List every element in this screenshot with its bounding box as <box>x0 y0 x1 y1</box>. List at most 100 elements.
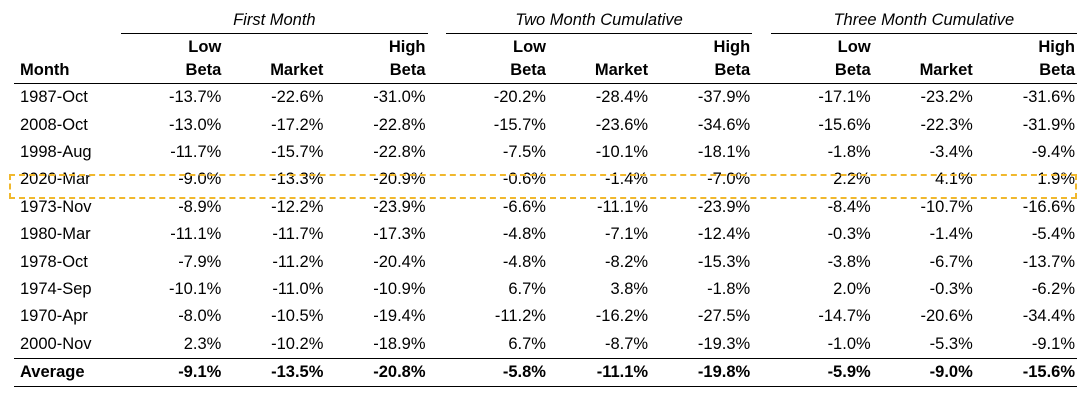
value-cell: -8.9% <box>178 197 222 216</box>
value-cell: -3.8% <box>827 252 871 271</box>
header-market: Market <box>547 57 651 84</box>
header-high-beta: Beta <box>650 57 753 84</box>
value-cell: -1.4% <box>604 170 649 189</box>
value-cell: -8.7% <box>604 334 649 353</box>
value-cell: -11.0% <box>272 279 324 298</box>
value-cell: -17.1% <box>818 88 871 107</box>
header-high-top: High <box>1038 38 1075 56</box>
value-cell: -23.6% <box>595 115 649 134</box>
value-cell: -7.9% <box>178 252 222 271</box>
value-cell: -15.7% <box>493 115 546 134</box>
value-cell: -23.9% <box>697 197 751 216</box>
value-cell: -1.8% <box>827 142 871 161</box>
value-cell: -8.2% <box>604 252 649 271</box>
value-cell: -1.0% <box>827 334 871 353</box>
month-cell: 2008-Oct <box>20 115 88 134</box>
header-market: Market <box>223 57 326 84</box>
header-low-top: Low <box>512 38 546 56</box>
value-cell: -11.1% <box>170 225 222 244</box>
value-cell: -13.0% <box>169 115 222 134</box>
value-cell: -4.8% <box>502 252 546 271</box>
value-cell: -34.6% <box>697 115 751 134</box>
value-cell: -15.7% <box>271 142 324 161</box>
value-cell: -0.3% <box>929 279 973 298</box>
value-cell: 3.8% <box>610 279 649 298</box>
table-row: 1970-Apr -8.0% -10.5% -19.4% -11.2% -16.2% -27… <box>14 303 1077 330</box>
value-cell: -31.0% <box>373 88 426 107</box>
value-cell: -13.7% <box>1022 252 1075 271</box>
group-three-month: Three Month Cumulative <box>770 8 1077 34</box>
value-cell: -8.0% <box>178 307 222 326</box>
table-row: 1973-Nov -8.9% -12.2% -23.9% -6.6% -11.1% -23.… <box>14 194 1077 221</box>
value-cell: -15.6% <box>974 357 1077 388</box>
value-cell: -18.1% <box>697 142 751 161</box>
header-low-top: Low <box>837 38 871 56</box>
table-row: 2000-Nov 2.3% -10.2% -18.9% 6.7% -8.7% -19.3% -… <box>14 331 1077 359</box>
header-low-beta: Beta <box>770 57 873 84</box>
value-cell: -10.2% <box>271 334 324 353</box>
group-two-month: Two Month Cumulative <box>445 8 753 34</box>
value-cell: -6.6% <box>502 197 546 216</box>
value-cell: -12.4% <box>697 225 751 244</box>
value-cell: -4.8% <box>502 225 546 244</box>
value-cell: 1.9% <box>1037 170 1075 189</box>
value-cell: -17.2% <box>271 115 324 134</box>
column-header-row-top: Low High Low High Low High <box>14 34 1077 58</box>
header-high-beta: Beta <box>325 57 428 84</box>
value-cell: -11.1% <box>547 357 651 388</box>
value-cell: -37.9% <box>697 88 751 107</box>
value-cell: -11.2% <box>272 252 324 271</box>
table-row: 1980-Mar -11.1% -11.7% -17.3% -4.8% -7.1% -12.… <box>14 221 1077 248</box>
value-cell: -11.1% <box>597 197 649 216</box>
returns-table: First Month Two Month Cumulative Three M… <box>14 8 1077 388</box>
value-cell: -20.8% <box>325 357 428 388</box>
table-row: 1974-Sep -10.1% -11.0% -10.9% 6.7% 3.8% -1.8% 2… <box>14 276 1077 303</box>
table-row: 1978-Oct -7.9% -11.2% -20.4% -4.8% -8.2% -15.3… <box>14 248 1077 275</box>
value-cell: -7.1% <box>604 225 649 244</box>
value-cell: -11.7% <box>272 225 324 244</box>
month-cell: 1998-Aug <box>20 142 92 161</box>
value-cell: -9.0% <box>872 357 975 388</box>
value-cell: 6.7% <box>508 334 546 353</box>
value-cell: -7.5% <box>502 142 546 161</box>
table-row: 2008-Oct -13.0% -17.2% -22.8% -15.7% -23.6% -3… <box>14 111 1077 138</box>
value-cell: 2.0% <box>833 279 871 298</box>
value-cell: -16.6% <box>1022 197 1075 216</box>
value-cell: -22.8% <box>373 115 426 134</box>
group-header-blank <box>14 8 121 34</box>
value-cell: -0.6% <box>502 170 546 189</box>
value-cell: -27.5% <box>697 307 751 326</box>
value-cell: -28.4% <box>595 88 649 107</box>
value-cell: -12.2% <box>271 197 324 216</box>
returns-table-container: First Month Two Month Cumulative Three M… <box>14 8 1077 388</box>
month-cell: Average <box>14 357 122 388</box>
header-low-top: Low <box>188 38 222 56</box>
value-cell: 2.2% <box>833 170 871 189</box>
value-cell: -6.2% <box>1031 279 1075 298</box>
value-cell: -10.9% <box>373 279 426 298</box>
month-cell: 2020-Mar <box>20 170 91 189</box>
value-cell: -9.0% <box>178 170 222 189</box>
header-month: Month <box>14 57 122 84</box>
value-cell: -1.8% <box>707 279 751 298</box>
month-cell: 1974-Sep <box>20 279 92 298</box>
column-header-row-bottom: Month Beta Market Beta Beta Market Beta … <box>14 57 1077 84</box>
value-cell: -3.4% <box>929 142 973 161</box>
month-cell: 2000-Nov <box>20 334 92 353</box>
value-cell: -22.6% <box>271 88 324 107</box>
value-cell: -15.3% <box>697 252 751 271</box>
table-row: 2020-Mar -9.0% -13.3% -20.9% -0.6% -1.4% -7.0%… <box>14 166 1077 193</box>
value-cell: -16.2% <box>595 307 649 326</box>
value-cell: -5.3% <box>929 334 973 353</box>
value-cell: -20.4% <box>373 252 426 271</box>
month-cell: 1970-Apr <box>20 307 88 326</box>
value-cell: -10.5% <box>271 307 324 326</box>
table-body: 1987-Oct -13.7% -22.6% -31.0% -20.2% -28.4% -3… <box>14 84 1077 388</box>
header-high-top: High <box>388 38 426 56</box>
value-cell: -10.1% <box>169 279 222 298</box>
value-cell: -13.3% <box>271 170 324 189</box>
value-cell: -10.1% <box>595 142 649 161</box>
value-cell: 4.1% <box>935 170 973 189</box>
table-row: 1998-Aug -11.7% -15.7% -22.8% -7.5% -10.1% -18… <box>14 139 1077 166</box>
value-cell: -15.6% <box>818 115 871 134</box>
